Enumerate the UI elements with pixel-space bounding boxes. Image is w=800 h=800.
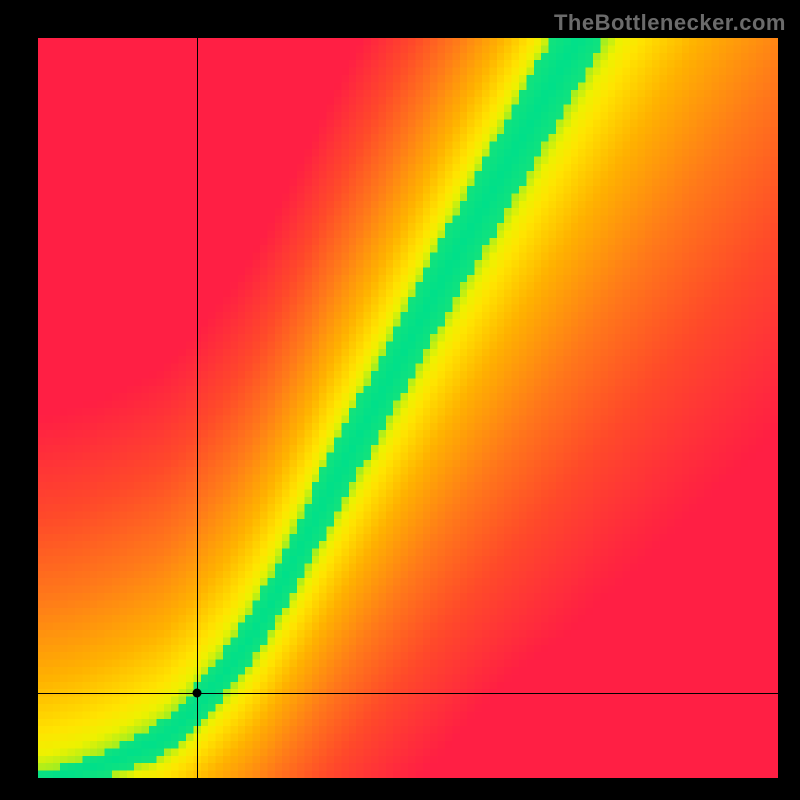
chart-container: TheBottlenecker.com [0, 0, 800, 800]
marker-dot [193, 688, 202, 697]
heatmap-canvas [38, 38, 778, 778]
crosshair-vertical [197, 38, 198, 778]
watermark-text: TheBottlenecker.com [554, 10, 786, 36]
crosshair-horizontal [38, 693, 778, 694]
